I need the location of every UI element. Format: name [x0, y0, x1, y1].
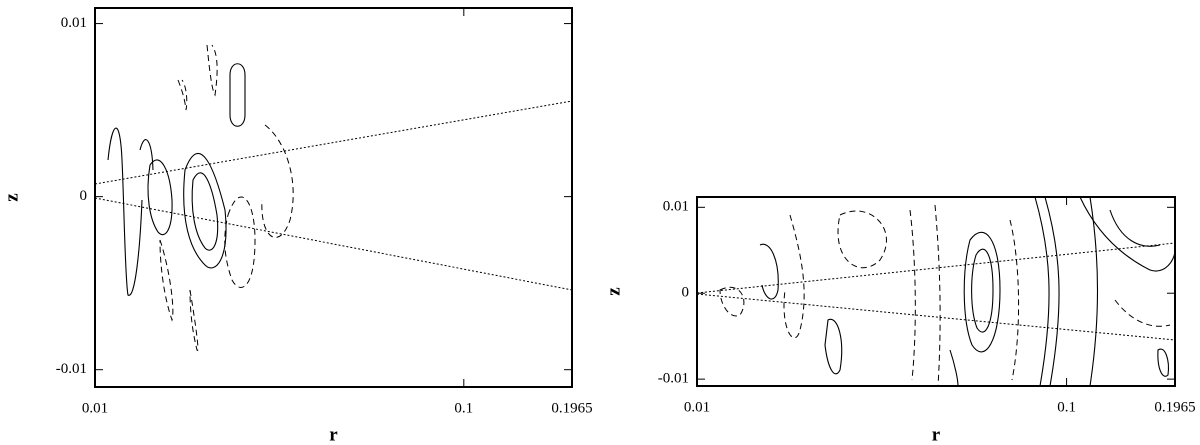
plot-frame [696, 196, 1176, 387]
contours-right [696, 196, 1176, 387]
x-tick-label: 0.1965 [1154, 399, 1195, 415]
x-tick-label: 0.1 [454, 400, 473, 416]
x-tick-label: 0.1965 [551, 400, 592, 416]
y-axis-label: z [1, 193, 22, 202]
x-tick-label: 0.01 [684, 399, 710, 415]
y-tick-label: 0.01 [663, 199, 689, 215]
y-tick-label: -0.01 [658, 371, 689, 387]
y-axis-label: z [603, 287, 624, 296]
y-tick-label: -0.01 [56, 361, 87, 377]
contours-left [94, 44, 573, 351]
y-tick-label: 0.01 [61, 15, 87, 31]
x-tick-label: 0.1 [1057, 399, 1076, 415]
y-tick-label: 0 [80, 188, 88, 204]
x-axis-label: r [932, 424, 941, 445]
y-tick-label: 0 [682, 285, 690, 301]
plot-frame [94, 7, 573, 388]
x-axis-label: r [329, 424, 338, 445]
x-tick-label: 0.01 [82, 400, 108, 416]
